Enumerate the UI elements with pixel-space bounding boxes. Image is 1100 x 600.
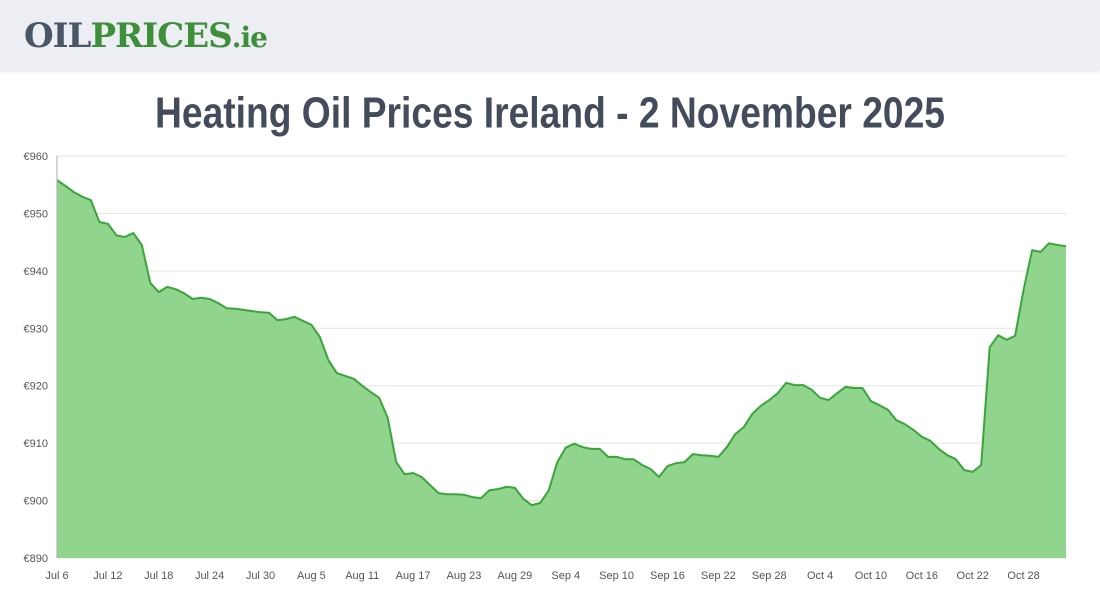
line [56, 179, 1067, 507]
header: OILPRICES.ie [0, 0, 1100, 70]
logo-tld: .ie [231, 21, 268, 54]
chart: Heating Oil Prices Ireland - 2 November … [24, 89, 1067, 582]
x-tick-label: Sep 16 [650, 570, 685, 582]
x-tick-label: Aug 23 [447, 570, 482, 582]
y-tick-label: €960 [24, 151, 48, 163]
y-tick-label: €910 [24, 438, 48, 450]
x-tick-label: Oct 4 [807, 570, 833, 582]
x-tick-label: Oct 10 [855, 570, 887, 582]
logo-oil: OIL [24, 16, 91, 56]
y-tick-label: €930 [24, 323, 48, 335]
chart-title: Heating Oil Prices Ireland - 2 November … [155, 89, 945, 138]
x-tick-label: Aug 5 [297, 570, 326, 582]
x-tick-label: Jul 30 [246, 570, 275, 582]
y-tick-label: €940 [24, 266, 48, 278]
x-tick-label: Oct 28 [1007, 570, 1039, 582]
y-tick-label: €890 [24, 553, 48, 565]
area [57, 180, 1066, 558]
x-tick-label: Oct 22 [957, 570, 989, 582]
logo-prices: PRICES [90, 16, 232, 56]
y-tick-label: €920 [24, 381, 48, 393]
y-tick-label: €950 [24, 208, 48, 220]
x-tick-label: Aug 29 [497, 570, 532, 582]
x-tick-label: Jul 6 [45, 570, 68, 582]
x-tick-label: Sep 22 [701, 570, 736, 582]
y-tick-label: €900 [24, 496, 48, 508]
x-tick-label: Aug 17 [396, 570, 431, 582]
x-tick-label: Sep 28 [752, 570, 787, 582]
x-tick-label: Oct 16 [906, 570, 938, 582]
x-tick-label: Jul 12 [93, 570, 122, 582]
x-tick-label: Sep 10 [599, 570, 634, 582]
x-tick-label: Jul 24 [195, 570, 224, 582]
x-tick-label: Sep 4 [551, 570, 580, 582]
logo[interactable]: OILPRICES.ie [24, 16, 268, 56]
x-tick-label: Aug 11 [345, 570, 379, 582]
x-tick-label: Jul 18 [144, 570, 173, 582]
